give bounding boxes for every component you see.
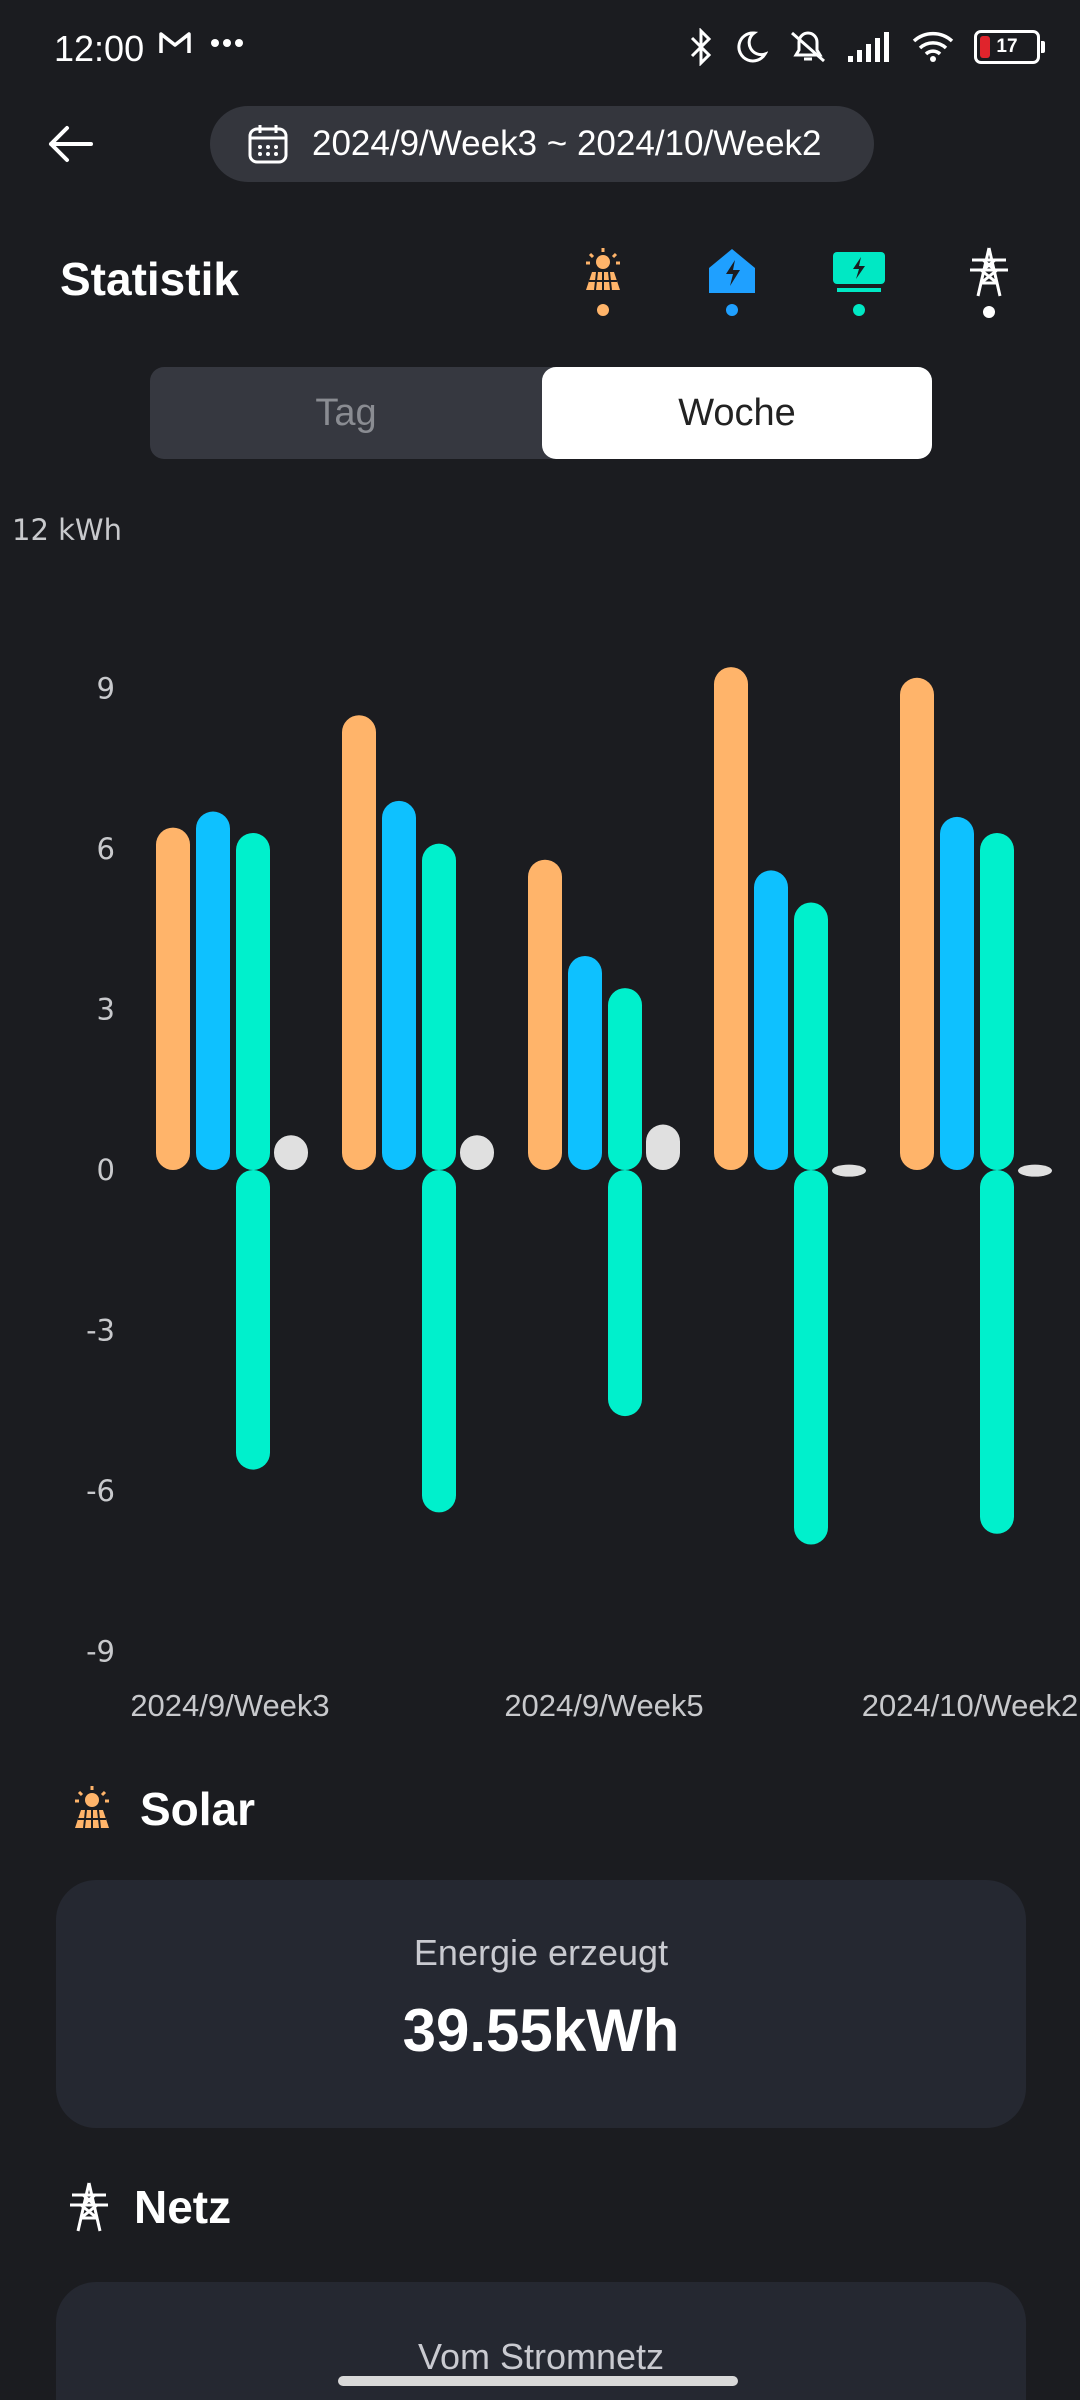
- chart-bar[interactable]: [236, 1170, 270, 1470]
- chart-bars: [156, 667, 1052, 1545]
- battery-indicator: 17: [974, 30, 1045, 64]
- legend-grid[interactable]: [954, 246, 1024, 326]
- arrow-left-icon: [49, 126, 93, 162]
- legend-dot-grid: [983, 306, 995, 318]
- y-axis: 9 6 3 0 -3 -6 -9: [86, 672, 115, 1669]
- legend-dot-solar: [597, 304, 609, 316]
- period-toggle: Tag Woche: [150, 367, 932, 459]
- solar-label: Energie erzeugt: [413, 1932, 669, 1973]
- chart-bar[interactable]: [794, 1170, 828, 1545]
- legend-battery[interactable]: [824, 246, 894, 326]
- solar-section-header: Solar: [66, 1782, 255, 1836]
- chart-bar[interactable]: [714, 667, 748, 1170]
- y-tick-label: 0: [97, 1153, 115, 1187]
- x-axis: 2024/9/Week3 2024/9/Week5 2024/10/Week2: [130, 1688, 1078, 1723]
- legend-solar[interactable]: [568, 246, 638, 326]
- moon-icon: [737, 31, 768, 63]
- back-button[interactable]: [38, 112, 102, 176]
- y-tick-label: 3: [97, 993, 115, 1027]
- chart-bar[interactable]: [832, 1164, 866, 1177]
- date-range-picker[interactable]: 2024/9/Week3 ~ 2024/10/Week2: [210, 106, 874, 182]
- page-title: Statistik: [60, 253, 239, 305]
- chart-bar[interactable]: [156, 827, 190, 1170]
- chart-bar[interactable]: [422, 843, 456, 1170]
- chart-bar[interactable]: [608, 1170, 642, 1417]
- chart-bar[interactable]: [342, 715, 376, 1170]
- chart-bar[interactable]: [274, 1135, 308, 1170]
- grid-title: Netz: [134, 2181, 232, 2233]
- chart-bar[interactable]: [940, 816, 974, 1170]
- chart-bar[interactable]: [422, 1170, 456, 1513]
- solar-card: Energie erzeugt 39.55kWh: [56, 1880, 1026, 2128]
- power-tower-icon: [70, 2182, 108, 2232]
- calendar-icon: [248, 125, 288, 164]
- home-indicator[interactable]: [338, 2376, 738, 2386]
- chart-bar[interactable]: [754, 870, 788, 1170]
- battery-storage-icon: [833, 252, 885, 292]
- x-tick-label: 2024/9/Week3: [130, 1688, 329, 1723]
- chart-bar[interactable]: [382, 800, 416, 1170]
- power-tower-icon: [970, 247, 1008, 297]
- chart-bar[interactable]: [236, 832, 270, 1170]
- chart-bar[interactable]: [460, 1135, 494, 1170]
- chart-bar[interactable]: [980, 832, 1014, 1170]
- chart-bar[interactable]: [646, 1124, 680, 1170]
- chart-bar[interactable]: [900, 677, 934, 1170]
- chart-bar[interactable]: [196, 811, 230, 1170]
- solar-panel-icon: [586, 248, 620, 291]
- chart-bar[interactable]: [794, 902, 828, 1171]
- solar-value: 39.55kWh: [402, 1997, 680, 2064]
- solar-panel-icon: [75, 1786, 109, 1829]
- solar-title: Solar: [140, 1783, 256, 1835]
- battery-percent: 17: [996, 36, 1018, 57]
- gmail-icon: [159, 32, 191, 53]
- y-tick-label: -9: [86, 1635, 115, 1669]
- date-range-text: 2024/9/Week3 ~ 2024/10/Week2: [312, 124, 822, 163]
- legend-dot-battery: [853, 304, 865, 316]
- y-tick-label: -3: [86, 1314, 115, 1348]
- x-tick-label: 2024/9/Week5: [504, 1688, 703, 1723]
- home-icon: [709, 249, 755, 293]
- chart-bar[interactable]: [980, 1170, 1014, 1534]
- mute-icon: [791, 31, 825, 63]
- battery-level: [980, 36, 990, 58]
- status-time: 12:00: [54, 28, 145, 69]
- grid-section-header: Netz: [66, 2180, 231, 2234]
- more-dots-icon: [211, 39, 243, 47]
- chart-bar[interactable]: [568, 956, 602, 1170]
- y-tick-label: 9: [97, 672, 115, 706]
- legend-dot-home: [726, 304, 738, 316]
- wifi-icon: [912, 31, 954, 62]
- legend-icons: [0, 246, 1080, 326]
- legend-home[interactable]: [697, 246, 767, 326]
- y-tick-label: 6: [97, 832, 115, 866]
- tab-week[interactable]: Woche: [542, 367, 932, 459]
- unit-label: 12 kWh: [12, 513, 122, 547]
- tab-day[interactable]: Tag: [315, 391, 377, 434]
- chart-bar[interactable]: [528, 859, 562, 1170]
- chart-bar[interactable]: [1018, 1164, 1052, 1177]
- grid-label: Vom Stromnetz: [417, 2336, 665, 2377]
- y-tick-label: -6: [86, 1474, 115, 1508]
- chart-bar[interactable]: [608, 988, 642, 1170]
- x-tick-label: 2024/10/Week2: [862, 1688, 1079, 1723]
- status-bar: 12:00 17: [0, 0, 1080, 100]
- signal-icon: [848, 32, 889, 62]
- bluetooth-icon: [690, 28, 712, 66]
